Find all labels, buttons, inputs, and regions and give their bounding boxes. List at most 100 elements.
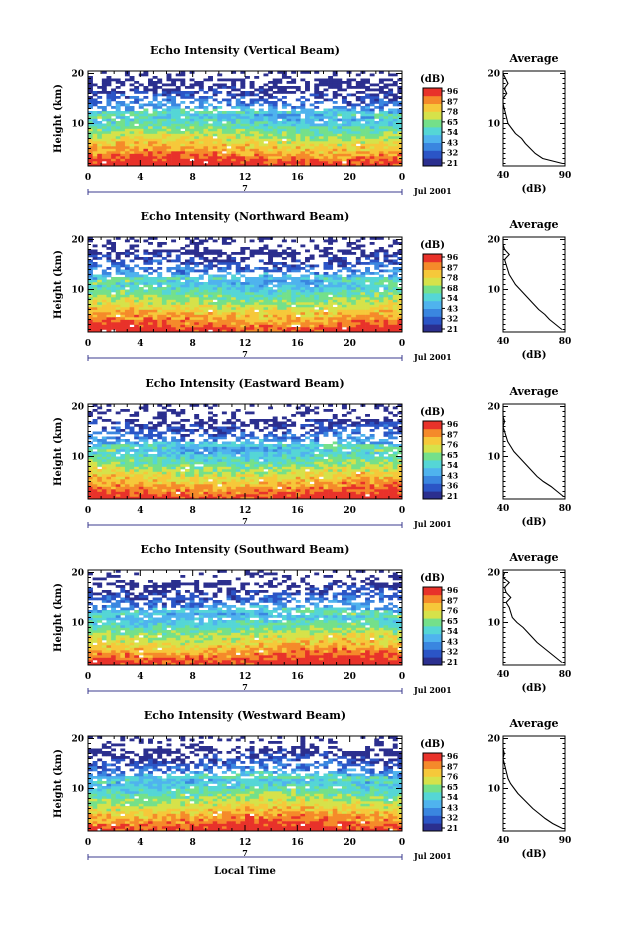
heatmap-cell xyxy=(217,302,223,305)
heatmap-cell xyxy=(346,496,352,500)
heatmap-cell xyxy=(365,491,370,495)
heatmap-cell xyxy=(328,133,334,137)
heatmap-cell xyxy=(180,292,186,295)
heatmap-cell xyxy=(189,136,195,139)
heatmap-cell xyxy=(355,496,361,500)
heatmap-cell xyxy=(383,319,389,323)
heatmap-cell xyxy=(245,118,250,122)
heatmap-cell xyxy=(332,141,338,144)
heatmap-cell xyxy=(374,319,380,323)
heatmap-cell xyxy=(360,486,366,490)
heatmap-cell xyxy=(295,86,301,89)
heatmap-cell xyxy=(143,71,149,74)
heatmap-cell xyxy=(92,302,98,305)
heatmap-cell xyxy=(374,474,380,477)
heatmap-cell xyxy=(226,486,232,490)
heatmap-cell xyxy=(272,297,278,300)
heatmap-cell xyxy=(300,128,306,132)
heatmap-cell xyxy=(212,133,218,137)
heatmap-cell xyxy=(240,322,246,325)
heatmap-cell xyxy=(161,91,167,94)
heatmap-cell xyxy=(88,103,93,107)
heatmap-cell xyxy=(351,476,357,480)
heatmap-cell xyxy=(212,93,218,97)
heatmap-cell xyxy=(175,312,181,315)
heatmap-cell xyxy=(374,151,380,154)
heatmap-cell xyxy=(120,479,126,482)
heatmap-cell xyxy=(148,131,153,134)
heatmap-cell xyxy=(314,277,320,280)
heatmap-cell xyxy=(374,476,380,480)
heatmap-cell xyxy=(300,118,306,122)
heatmap-cell xyxy=(305,148,310,152)
heatmap-cell xyxy=(268,489,274,492)
heatmap-cell xyxy=(397,96,403,99)
heatmap-cell xyxy=(97,158,103,162)
heatmap-cell xyxy=(231,93,237,97)
heatmap-cell xyxy=(272,86,278,89)
heatmap-cell xyxy=(383,249,389,253)
heatmap-cell xyxy=(341,284,347,288)
heatmap-cell xyxy=(263,274,269,278)
heatmap-cell xyxy=(397,479,403,482)
heatmap-cell xyxy=(263,272,269,275)
heatmap-cell xyxy=(351,118,357,122)
heatmap-cell xyxy=(369,317,375,320)
heatmap-cell xyxy=(134,309,140,313)
heatmap-cell xyxy=(194,309,200,313)
heatmap-cell xyxy=(157,329,163,333)
heatmap-cell xyxy=(295,297,301,300)
heatmap-cell xyxy=(138,106,144,109)
heatmap-cell xyxy=(152,324,158,328)
heatmap-cell xyxy=(383,299,389,303)
heatmap-cell xyxy=(318,126,324,129)
heatmap-cell xyxy=(106,312,112,315)
heatmap-cell xyxy=(161,289,167,293)
heatmap-cell xyxy=(272,496,278,500)
heatmap-cell xyxy=(152,481,158,485)
heatmap-cell xyxy=(171,136,177,139)
heatmap-cell xyxy=(240,91,246,94)
heatmap-cell xyxy=(198,319,204,323)
heatmap-cell xyxy=(341,158,347,162)
colorbar-level: 43 xyxy=(447,137,459,147)
heatmap-cell xyxy=(295,98,301,102)
heatmap-cell xyxy=(355,96,361,99)
heatmap-cell xyxy=(249,474,255,477)
heatmap-cell xyxy=(351,143,357,147)
heatmap-cell xyxy=(235,272,241,275)
heatmap-cell xyxy=(397,126,403,129)
heatmap-cell xyxy=(332,272,338,275)
heatmap-cell xyxy=(323,474,329,477)
heatmap-cell xyxy=(111,133,117,137)
heatmap-cell xyxy=(134,116,140,119)
heatmap-cell xyxy=(157,496,163,500)
heatmap-cell xyxy=(360,143,366,147)
heatmap-cell xyxy=(231,299,237,303)
heatmap-cell xyxy=(369,158,375,162)
heatmap-cell xyxy=(111,136,117,139)
heatmap-cell xyxy=(171,299,177,303)
heatmap-cell xyxy=(166,486,172,490)
heatmap-cell xyxy=(198,143,204,147)
heatmap-cell xyxy=(106,486,112,490)
heatmap-cell xyxy=(88,489,93,492)
heatmap-cell xyxy=(374,277,380,280)
heatmap-cell xyxy=(143,491,149,495)
heatmap-cell xyxy=(388,111,394,114)
heatmap-cell xyxy=(157,111,163,114)
heatmap-cell xyxy=(115,279,121,283)
heatmap-cell xyxy=(203,491,209,495)
heatmap-cell xyxy=(263,289,269,293)
heatmap-cell xyxy=(115,496,121,500)
heatmap-cell xyxy=(309,292,315,295)
heatmap-cell xyxy=(245,161,250,164)
heatmap-cell xyxy=(106,121,112,124)
heatmap-cell xyxy=(295,106,301,109)
heatmap-cell xyxy=(189,481,195,485)
heatmap-cell xyxy=(360,314,366,318)
heatmap-cell xyxy=(300,309,306,313)
heatmap-cell xyxy=(277,322,283,325)
heatmap-cell xyxy=(277,71,283,74)
heatmap-cell xyxy=(115,81,121,84)
